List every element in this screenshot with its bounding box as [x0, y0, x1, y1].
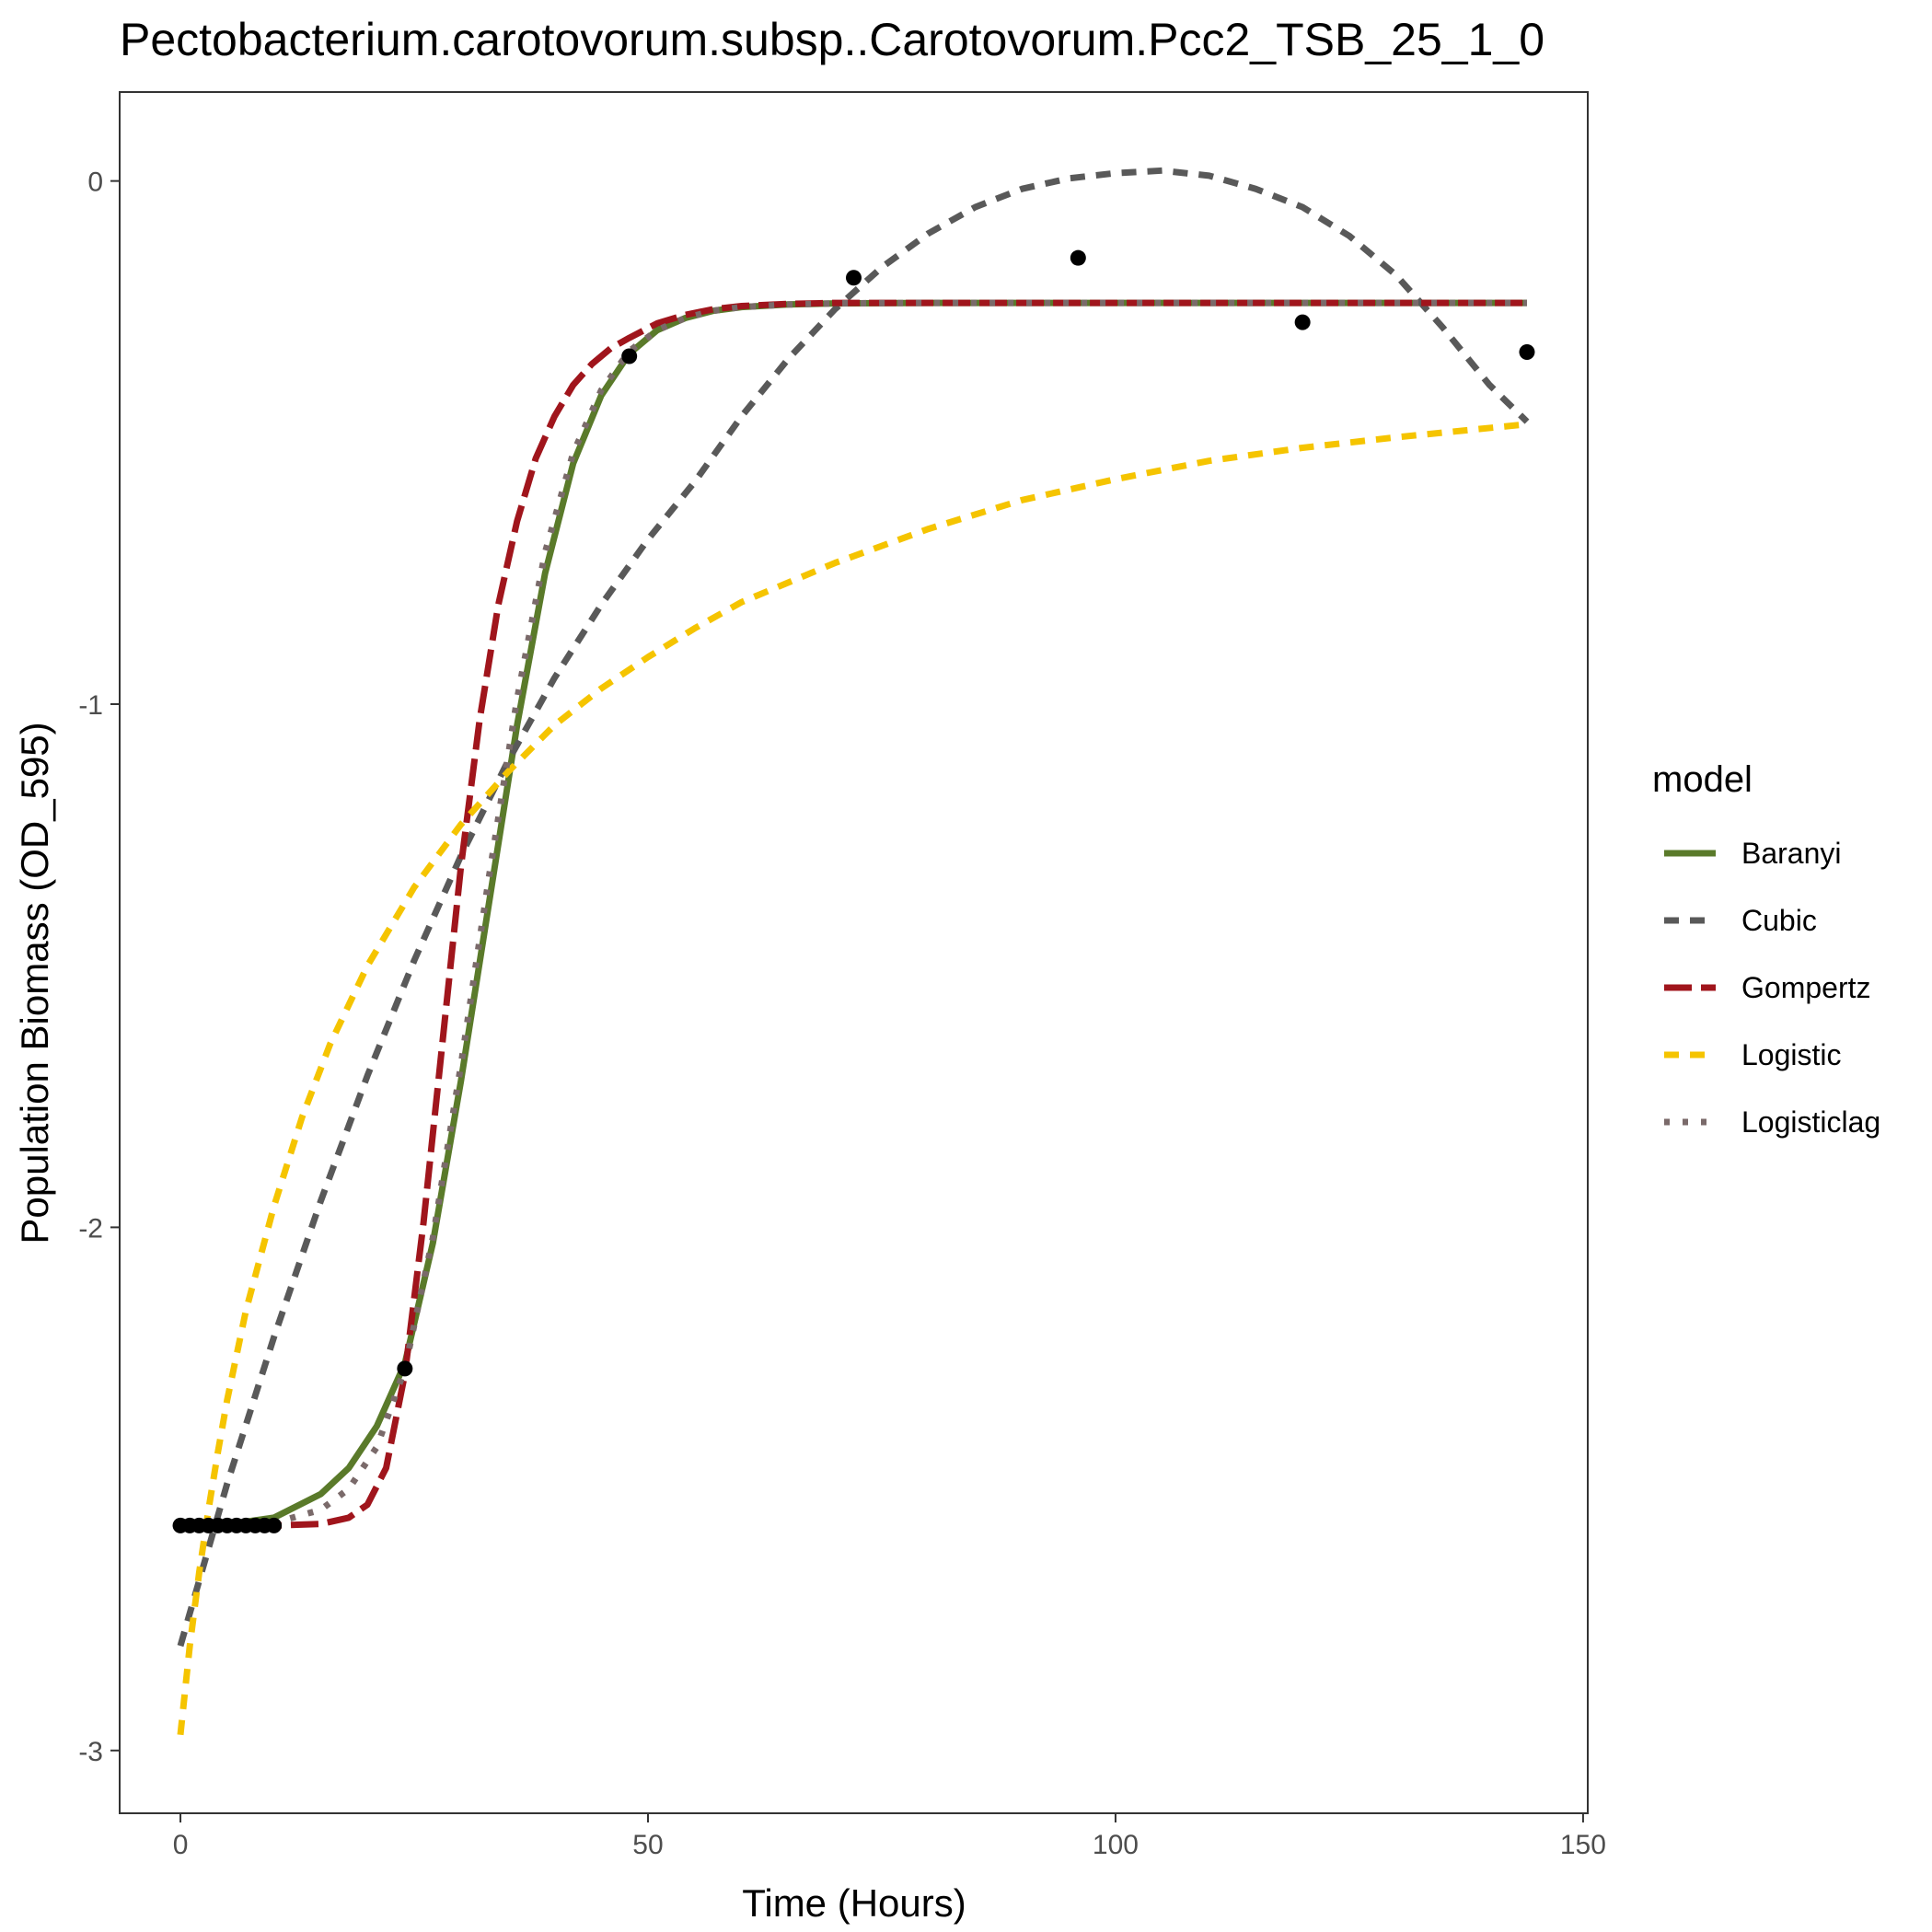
points-layer — [172, 249, 1535, 1533]
series-layer — [177, 167, 1530, 1736]
series-line-logistic — [177, 421, 1528, 1736]
y-tick-label: -2 — [78, 1213, 103, 1244]
data-point — [621, 348, 638, 364]
data-point — [846, 270, 862, 286]
legend: model Baranyi Cubic Gompertz Logistic Logist… — [1652, 759, 1880, 1139]
series-line-cubic — [177, 167, 1530, 1648]
legend-label-baranyi: Baranyi — [1741, 837, 1842, 870]
data-point — [1519, 343, 1535, 360]
data-point — [1294, 314, 1311, 330]
chart-title: Pectobacterium.carotovorum.subsp..Caroto… — [120, 14, 1544, 65]
y-tick-label: 0 — [87, 168, 103, 198]
y-tick-label: -3 — [78, 1737, 103, 1767]
x-tick-label: 50 — [632, 1830, 663, 1860]
y-axis-label: Population Biomass (OD_595) — [13, 722, 56, 1244]
legend-label-gompertz: Gompertz — [1741, 971, 1870, 1004]
legend-label-logistic: Logistic — [1741, 1038, 1842, 1071]
x-axis: 0 50 100 150 — [173, 1813, 1606, 1860]
x-tick-label: 150 — [1560, 1830, 1606, 1860]
x-axis-label: Time (Hours) — [742, 1881, 966, 1925]
x-tick-label: 0 — [173, 1830, 189, 1860]
series-line-gompertz — [180, 299, 1527, 1529]
data-point — [266, 1517, 283, 1533]
plot-area — [119, 91, 1589, 1814]
plot-panel-border — [119, 91, 1589, 1814]
y-tick-label: -1 — [78, 690, 103, 721]
y-axis: 0 -1 -2 -3 — [78, 168, 120, 1767]
data-point — [1070, 249, 1086, 266]
data-point — [397, 1360, 413, 1377]
x-tick-label: 100 — [1093, 1830, 1139, 1860]
legend-title: model — [1652, 759, 1753, 800]
legend-label-logisticlag: Logisticlag — [1741, 1105, 1880, 1139]
legend-label-cubic: Cubic — [1741, 904, 1817, 937]
